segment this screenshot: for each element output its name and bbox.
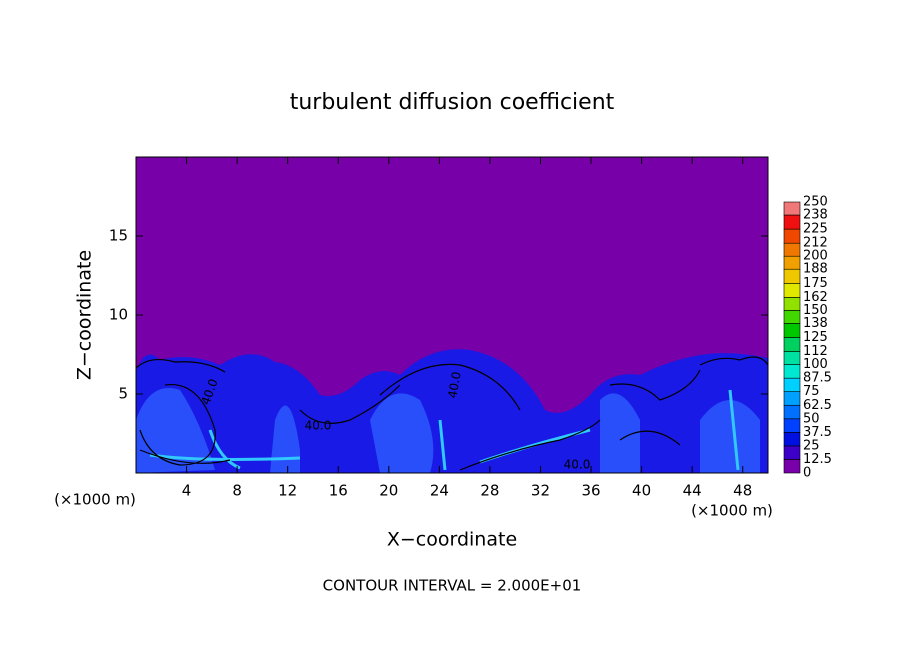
x-tick-label: 12	[278, 482, 297, 500]
y-axis-label: Z−coordinate	[74, 250, 96, 380]
colorbar-tick-label: 50	[803, 411, 820, 426]
colorbar-tick-label: 200	[803, 249, 828, 264]
x-unit-label: (×1000 m)	[691, 502, 773, 520]
colorbar-tick-label: 225	[803, 222, 828, 237]
contour-lines	[136, 356, 768, 471]
chart-title: turbulent diffusion coefficient	[290, 90, 615, 115]
x-tick-label: 48	[733, 482, 752, 500]
colorbar-segment	[783, 351, 801, 365]
turbulent-region	[136, 349, 768, 473]
colorbar-tick-label: 138	[803, 316, 828, 331]
colorbar-segment	[783, 201, 801, 216]
contour-label: 40.0	[445, 371, 463, 400]
y-tick-label: 15	[109, 227, 128, 245]
colorbar-tick-label: 188	[803, 262, 828, 277]
colorbar-tick-label: 212	[803, 236, 828, 251]
colorbar-tick-label: 62.5	[803, 398, 832, 413]
colorbar-segment	[783, 377, 801, 392]
colorbar-segment	[783, 323, 801, 338]
x-tick-label: 32	[531, 482, 550, 500]
colorbar-segment	[783, 242, 801, 257]
colorbar-tick-label: 12.5	[803, 452, 832, 467]
x-tick-label: 24	[430, 482, 449, 500]
colorbar-segment	[783, 404, 801, 420]
colorbar-segment	[783, 364, 801, 379]
colorbar-tick-label: 150	[803, 303, 828, 318]
strong-region	[136, 388, 760, 473]
x-tick-label: 4	[182, 482, 192, 500]
contour-label: 40.0	[564, 458, 591, 472]
colorbar-segment	[783, 255, 801, 270]
colorbar-tick-label: 250	[803, 195, 828, 210]
colorbar-tick-label: 238	[803, 208, 828, 223]
colorbar-tick-label: 25	[803, 438, 820, 453]
colorbar-tick-label: 87.5	[803, 371, 832, 386]
colorbar-segment	[783, 310, 801, 324]
colorbar-segment	[783, 391, 801, 406]
y-tick-label: 5	[118, 385, 128, 403]
colorbar-tick-label: 162	[803, 290, 828, 305]
colorbar-segment	[783, 268, 801, 284]
y-tick-label: 10	[109, 306, 128, 324]
colorbar-segment	[783, 432, 801, 447]
x-tick-label: 8	[232, 482, 242, 500]
colorbar-tick-label: 0	[803, 466, 811, 481]
colorbar-tick-label: 112	[803, 344, 828, 359]
field-shapes	[136, 349, 768, 473]
x-tick-label: 28	[480, 482, 499, 500]
x-axis-label: X−coordinate	[387, 529, 517, 551]
colorbar-segment	[783, 282, 801, 298]
x-unit-label: (×1000 m)	[54, 491, 136, 509]
colorbar-tick-label: 75	[803, 384, 820, 399]
peak-streaks	[149, 389, 740, 471]
x-tick-label: 20	[379, 482, 398, 500]
x-tick-label: 40	[632, 482, 651, 500]
colorbar-segment	[783, 418, 801, 433]
colorbar-tick-label: 125	[803, 330, 828, 345]
x-tick-label: 44	[683, 482, 702, 500]
colorbar-tick-label: 100	[803, 357, 828, 372]
colorbar-tick-label: 175	[803, 276, 828, 291]
contour-label: 40.0	[305, 419, 332, 433]
colorbar-segment	[783, 228, 801, 244]
x-tick-label: 16	[329, 482, 348, 500]
colorbar-segment	[783, 297, 801, 311]
colorbar-segment	[783, 459, 801, 474]
colorbar-segment	[783, 337, 801, 352]
x-tick-label: 36	[581, 482, 600, 500]
colorbar-segment	[783, 214, 801, 230]
footer-note: CONTOUR INTERVAL = 2.000E+01	[323, 577, 582, 595]
colorbar-segment	[783, 445, 801, 460]
colorbar-tick-label: 37.5	[803, 425, 832, 440]
